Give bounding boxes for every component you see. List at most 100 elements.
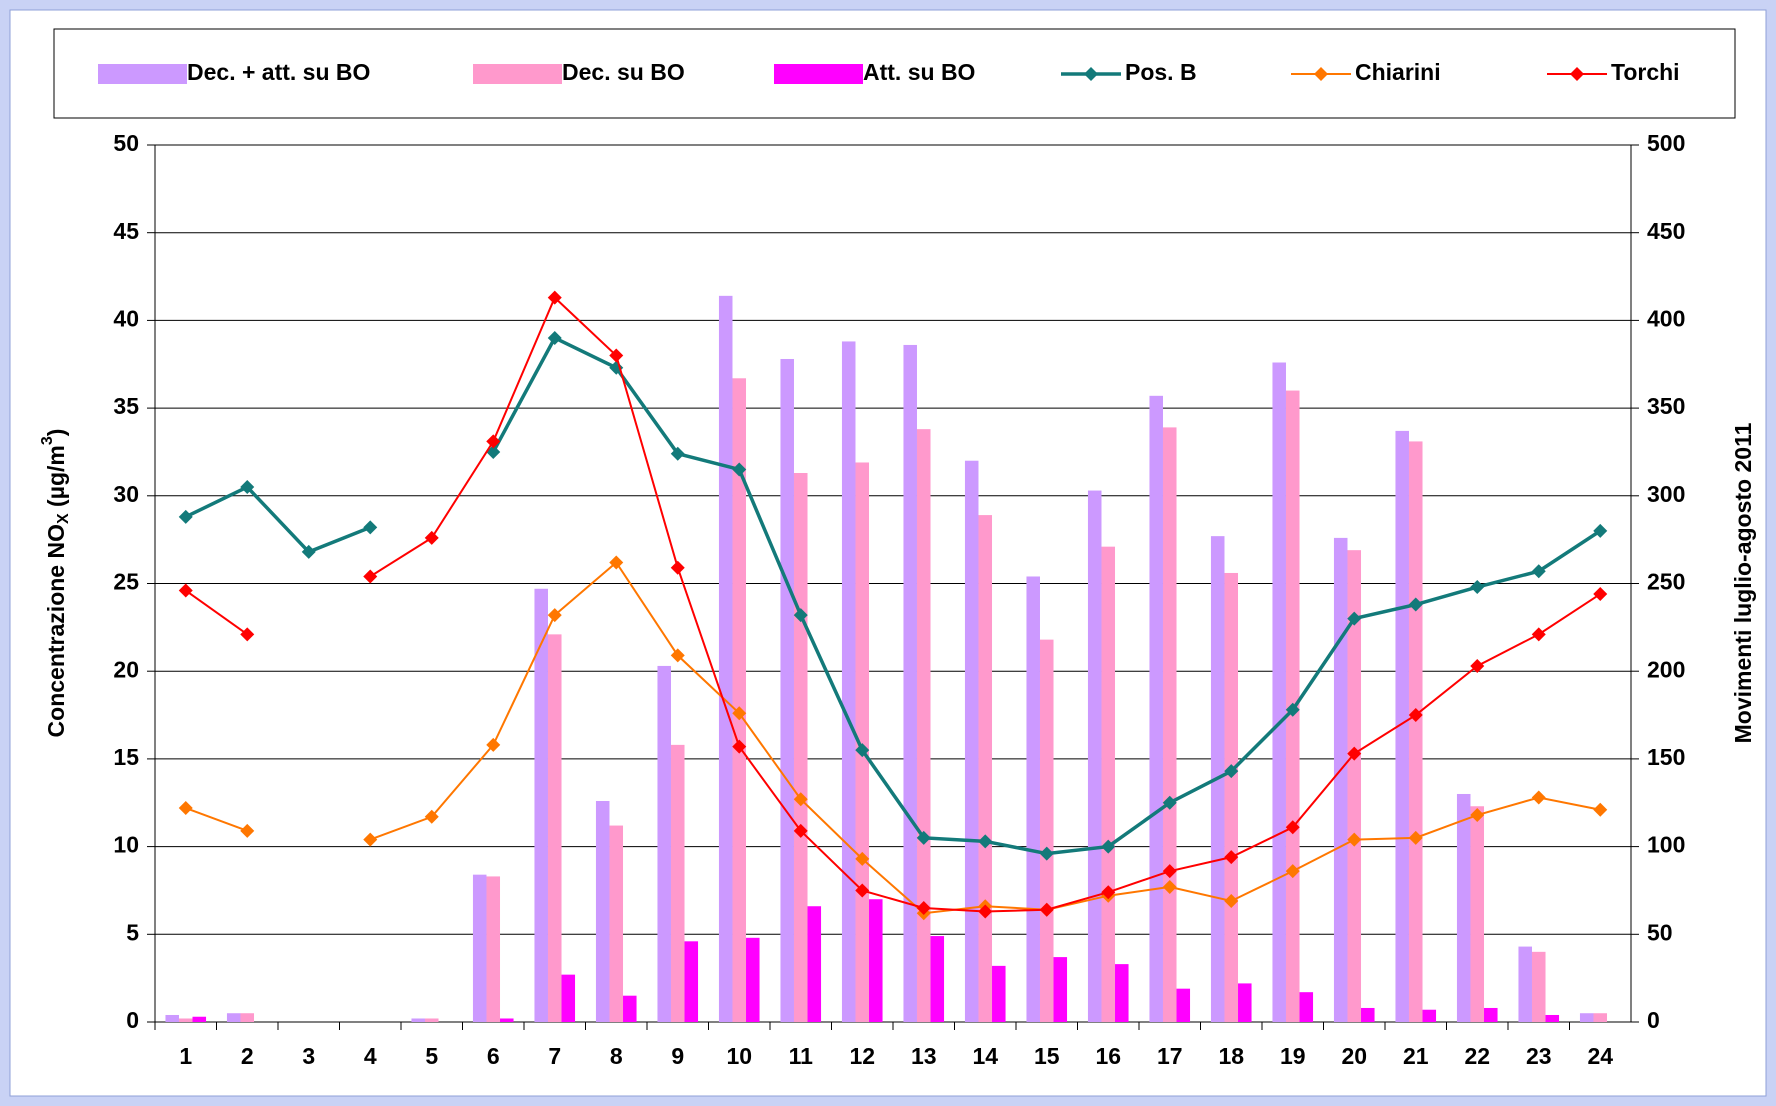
marker xyxy=(1224,893,1239,908)
bar xyxy=(1470,806,1485,1022)
marker xyxy=(1470,808,1485,823)
marker xyxy=(1593,802,1608,817)
bar xyxy=(1101,546,1116,1022)
y2-tick-label: 400 xyxy=(1647,305,1685,331)
bar xyxy=(1149,395,1163,1022)
x-tick-label: 6 xyxy=(487,1043,500,1069)
x-tick-label: 5 xyxy=(425,1043,438,1069)
panel xyxy=(9,9,1767,1097)
bar xyxy=(1456,793,1471,1022)
bar xyxy=(855,462,870,1022)
bar xyxy=(1039,639,1054,1022)
bar xyxy=(1299,992,1314,1022)
y2-axis-label: Movimenti luglio-agosto 2011 xyxy=(1730,422,1756,743)
marker xyxy=(1101,839,1116,854)
legend-marker xyxy=(1314,67,1328,81)
bar xyxy=(226,1013,241,1022)
y2-tick-label: 50 xyxy=(1647,919,1673,945)
bar xyxy=(1593,1013,1608,1022)
bar xyxy=(780,358,794,1022)
legend-label: Dec. su BO xyxy=(562,59,685,85)
marker xyxy=(240,480,255,495)
y-axis-label: Concentrazione NOX (µg/m3) xyxy=(39,429,72,738)
bar xyxy=(1579,1013,1594,1022)
y-tick-label: 40 xyxy=(113,305,139,331)
marker xyxy=(1162,795,1177,810)
marker xyxy=(1285,864,1300,879)
bar xyxy=(869,899,883,1022)
legend-box xyxy=(53,28,1736,119)
x-tick-label: 13 xyxy=(911,1043,937,1069)
y-tick-label: 15 xyxy=(113,744,139,770)
marker xyxy=(178,583,193,598)
bar xyxy=(1224,572,1239,1022)
bar xyxy=(964,460,979,1023)
y2-tick-label: 300 xyxy=(1647,481,1685,507)
marker xyxy=(855,743,870,758)
bar xyxy=(561,974,576,1022)
bar xyxy=(609,825,624,1022)
x-tick-label: 19 xyxy=(1280,1043,1306,1069)
marker xyxy=(793,792,808,807)
y2-tick-label: 500 xyxy=(1647,130,1685,156)
bar xyxy=(1545,1014,1560,1022)
x-tick-label: 2 xyxy=(241,1043,254,1069)
marker xyxy=(732,706,747,721)
marker xyxy=(793,608,808,623)
x-tick-label: 21 xyxy=(1403,1043,1429,1069)
y-tick-label: 25 xyxy=(113,569,139,595)
legend-marker xyxy=(1570,67,1584,81)
bar xyxy=(1026,576,1040,1022)
marker xyxy=(732,462,747,477)
bar xyxy=(1484,1007,1498,1022)
y-tick-label: 0 xyxy=(126,1007,139,1033)
bar xyxy=(718,295,733,1022)
bar xyxy=(472,874,487,1022)
bar xyxy=(178,1018,193,1022)
marker xyxy=(978,834,993,849)
y2-tick-label: 250 xyxy=(1647,569,1685,595)
y-label-part: (µg/m xyxy=(43,445,69,513)
marker xyxy=(609,555,624,570)
bar xyxy=(1422,1009,1437,1022)
x-tick-label: 4 xyxy=(364,1043,377,1069)
bar xyxy=(992,965,1006,1022)
bar xyxy=(595,800,610,1022)
marker xyxy=(732,739,747,754)
bar xyxy=(1361,1007,1375,1022)
marker xyxy=(1470,658,1485,673)
marker xyxy=(1593,523,1608,538)
bar xyxy=(1518,946,1532,1022)
marker xyxy=(547,290,562,305)
bar xyxy=(903,344,917,1022)
marker xyxy=(1162,879,1177,894)
marker xyxy=(547,330,562,345)
x-tick-label: 17 xyxy=(1157,1043,1183,1069)
x-tick-label: 16 xyxy=(1095,1043,1121,1069)
marker xyxy=(1347,746,1362,761)
marker xyxy=(1285,820,1300,835)
marker xyxy=(1408,830,1423,845)
bar xyxy=(1115,964,1129,1022)
legend-label: Pos. B xyxy=(1125,59,1197,85)
line xyxy=(184,484,371,554)
marker xyxy=(424,809,439,824)
marker xyxy=(855,851,870,866)
bar xyxy=(732,378,747,1023)
marker xyxy=(1162,864,1177,879)
x-tick-label: 20 xyxy=(1341,1043,1367,1069)
y2-tick-label: 450 xyxy=(1647,218,1685,244)
bar xyxy=(1087,490,1102,1023)
bar xyxy=(657,665,671,1022)
y-label-part: Concentrazione NO xyxy=(43,524,69,737)
bar xyxy=(807,906,822,1022)
marker xyxy=(1101,885,1116,900)
marker xyxy=(1039,846,1054,861)
bar xyxy=(978,515,993,1022)
legend-label: Dec. + att. su BO xyxy=(187,59,370,85)
x-tick-label: 10 xyxy=(726,1043,752,1069)
bar xyxy=(1176,988,1191,1022)
marker xyxy=(670,560,685,575)
